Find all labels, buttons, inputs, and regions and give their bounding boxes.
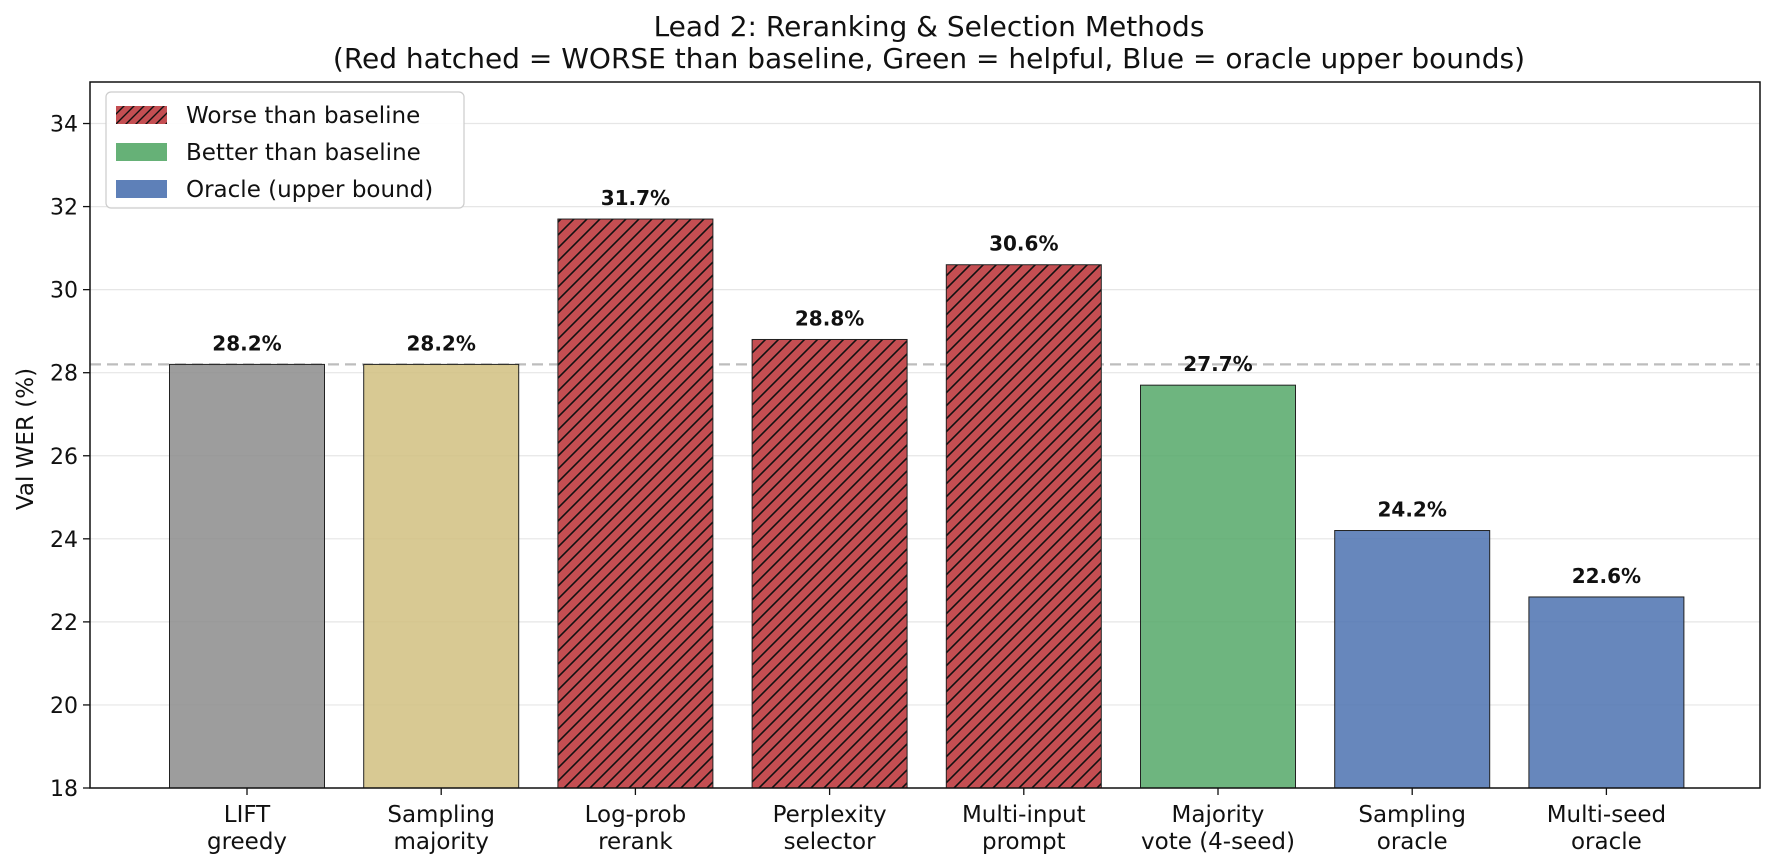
x-tick-label: prompt [982,829,1066,855]
x-tick-label: Majority [1172,802,1265,828]
bars [169,218,1685,789]
value-labels: 28.2% 28.2% 31.7% 28.8% 30.6% 27.7% 24.2% 22.6% [212,186,1641,588]
axes: 182022242628303234LIFTgreedySamplingmajo… [50,81,1761,855]
x-tick-label: Perplexity [773,802,887,828]
legend-label: Worse than baseline [186,103,420,129]
x-tick-label: majority [393,829,488,855]
legend-label: Oracle (upper bound) [186,177,433,203]
bar [1528,596,1685,789]
x-tick-label: Multi-seed [1547,802,1666,828]
x-tick-label: LIFT [224,802,271,828]
value-label: 30.6% [989,232,1058,256]
y-tick-label: 28 [50,362,78,387]
bar [169,363,325,789]
value-label: 28.2% [212,331,281,355]
x-tick-label: Multi-input [962,802,1086,828]
value-label: 24.2% [1378,498,1447,522]
y-tick-label: 34 [50,113,78,138]
y-tick-label: 20 [50,694,78,719]
y-tick-label: 22 [50,611,78,636]
x-tick-label: oracle [1377,829,1448,855]
y-tick-label: 32 [50,196,78,221]
legend-box [105,91,465,209]
value-label: 28.8% [795,306,864,330]
bar [1334,530,1491,789]
legend-swatch [116,180,167,198]
x-tick-label: greedy [207,829,287,855]
x-tick-label: selector [784,829,876,855]
x-tick-label: oracle [1571,829,1642,855]
plot-frame [89,81,1761,789]
y-axis-label: Val WER (%) [13,368,39,510]
legend-label: Better than baseline [186,140,421,166]
bar [1140,384,1296,789]
chart-subtitle: (Red hatched = WORSE than baseline, Gree… [333,42,1525,75]
value-label: 31.7% [601,186,670,210]
legend: Worse than baseline Better than baseline O… [105,91,465,209]
gridlines [90,122,1760,789]
y-tick-label: 26 [50,445,78,470]
y-tick-label: 24 [50,528,78,553]
value-label: 22.6% [1572,564,1641,588]
bar [751,338,908,789]
y-tick-label: 18 [50,777,78,802]
y-tick-label: 30 [50,279,78,304]
bar [363,363,520,789]
x-tick-label: Log-prob [585,802,687,828]
x-tick-label: Sampling [1358,802,1466,828]
chart-title: Lead 2: Reranking & Selection Methods [654,10,1205,43]
x-tick-label: vote (4-seed) [1141,829,1295,855]
bar [945,264,1102,789]
x-tick-label: rerank [598,829,673,855]
legend-swatch [116,106,167,124]
value-label: 28.2% [407,331,476,355]
x-tick-label: Sampling [387,802,495,828]
bar [557,218,714,789]
legend-swatch [116,143,167,161]
value-label: 27.7% [1183,352,1252,376]
